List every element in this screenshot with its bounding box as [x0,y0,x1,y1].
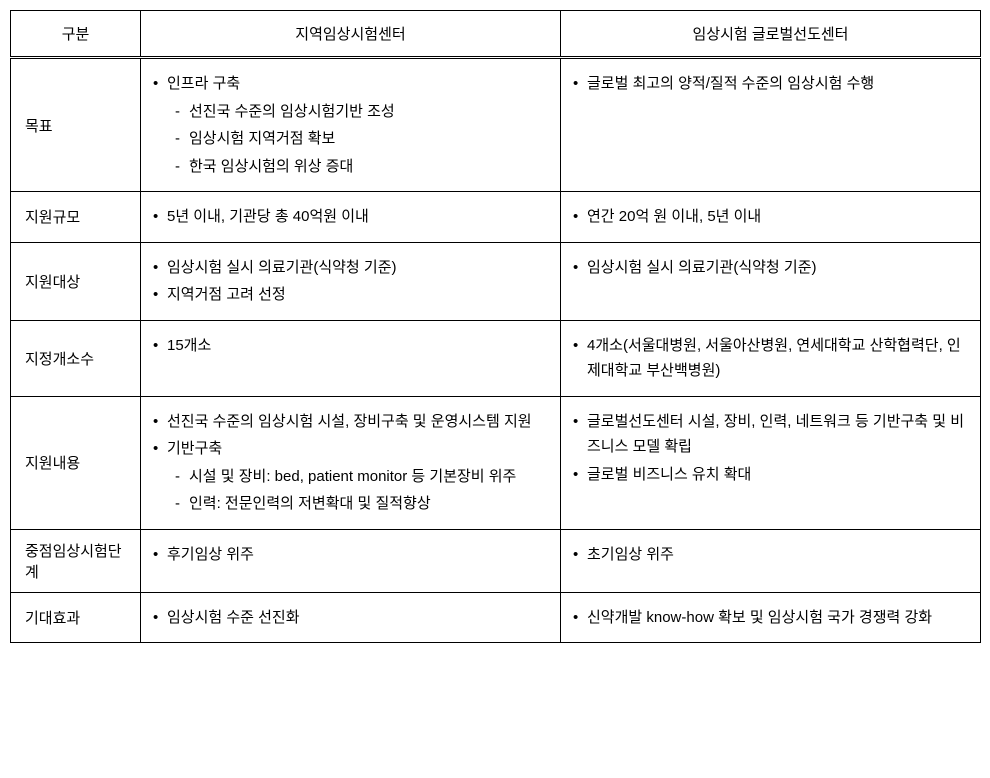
bullet-list: 임상시험 수준 선진화 [153,605,548,631]
bullet-list: 인프라 구축선진국 수준의 임상시험기반 조성임상시험 지역거점 확보한국 임상… [153,71,548,179]
cell-regional: 후기임상 위주 [141,529,561,592]
table-row: 지원내용선진국 수준의 임상시험 시설, 장비구축 및 운영시스템 지원기반구축… [11,396,981,529]
bullet-list: 5년 이내, 기관당 총 40억원 이내 [153,204,548,230]
list-item: 4개소(서울대병원, 서울아산병원, 연세대학교 산학협력단, 인제대학교 부산… [573,333,968,384]
list-item: 초기임상 위주 [573,542,968,568]
list-item: 글로벌 최고의 양적/질적 수준의 임상시험 수행 [573,71,968,97]
cell-global: 글로벌선도센터 시설, 장비, 인력, 네트워크 등 기반구축 및 비즈니스 모… [561,396,981,529]
bullet-list: 4개소(서울대병원, 서울아산병원, 연세대학교 산학협력단, 인제대학교 부산… [573,333,968,384]
list-item: 5년 이내, 기관당 총 40억원 이내 [153,204,548,230]
list-item: 신약개발 know-how 확보 및 임상시험 국가 경쟁력 강화 [573,605,968,631]
row-label: 지정개소수 [11,320,141,396]
table-row: 지정개소수 15개소 4개소(서울대병원, 서울아산병원, 연세대학교 산학협력단,… [11,320,981,396]
bullet-list: 글로벌선도센터 시설, 장비, 인력, 네트워크 등 기반구축 및 비즈니스 모… [573,409,968,488]
list-item: 인프라 구축선진국 수준의 임상시험기반 조성임상시험 지역거점 확보한국 임상… [153,71,548,179]
sub-list-item: 인력: 전문인력의 저변확대 및 질적향상 [175,491,548,517]
list-item: 임상시험 수준 선진화 [153,605,548,631]
table-row: 목표인프라 구축선진국 수준의 임상시험기반 조성임상시험 지역거점 확보한국 … [11,58,981,192]
header-category: 구분 [11,11,141,58]
list-item: 지역거점 고려 선정 [153,282,548,308]
bullet-list: 15개소 [153,333,548,359]
cell-regional: 인프라 구축선진국 수준의 임상시험기반 조성임상시험 지역거점 확보한국 임상… [141,58,561,192]
bullet-list: 신약개발 know-how 확보 및 임상시험 국가 경쟁력 강화 [573,605,968,631]
bullet-list: 선진국 수준의 임상시험 시설, 장비구축 및 운영시스템 지원기반구축시설 및… [153,409,548,517]
cell-regional: 임상시험 실시 의료기관(식약청 기준)지역거점 고려 선정 [141,242,561,320]
cell-global: 글로벌 최고의 양적/질적 수준의 임상시험 수행 [561,58,981,192]
table-row: 지원대상임상시험 실시 의료기관(식약청 기준)지역거점 고려 선정임상시험 실… [11,242,981,320]
bullet-list: 후기임상 위주 [153,542,548,568]
list-item: 글로벌선도센터 시설, 장비, 인력, 네트워크 등 기반구축 및 비즈니스 모… [573,409,968,460]
list-item: 글로벌 비즈니스 유치 확대 [573,462,968,488]
cell-global: 초기임상 위주 [561,529,981,592]
sub-list-item: 선진국 수준의 임상시험기반 조성 [175,99,548,125]
row-label: 지원내용 [11,396,141,529]
cell-global: 4개소(서울대병원, 서울아산병원, 연세대학교 산학협력단, 인제대학교 부산… [561,320,981,396]
bullet-list: 임상시험 실시 의료기관(식약청 기준) [573,255,968,281]
cell-regional: 5년 이내, 기관당 총 40억원 이내 [141,192,561,243]
comparison-table: 구분 지역임상시험센터 임상시험 글로벌선도센터 목표인프라 구축선진국 수준의… [10,10,981,643]
list-item: 임상시험 실시 의료기관(식약청 기준) [153,255,548,281]
table-row: 기대효과 임상시험 수준 선진화 신약개발 know-how 확보 및 임상시험 국… [11,592,981,643]
list-item: 임상시험 실시 의료기관(식약청 기준) [573,255,968,281]
row-label: 기대효과 [11,592,141,643]
sub-list-item: 한국 임상시험의 위상 증대 [175,154,548,180]
row-label: 목표 [11,58,141,192]
sub-list-item: 시설 및 장비: bed, patient monitor 등 기본장비 위주 [175,464,548,490]
cell-global: 신약개발 know-how 확보 및 임상시험 국가 경쟁력 강화 [561,592,981,643]
table-row: 지원규모 5년 이내, 기관당 총 40억원 이내 연간 20억 원 이내, 5년 … [11,192,981,243]
list-item: 15개소 [153,333,548,359]
header-regional: 지역임상시험센터 [141,11,561,58]
row-label: 지원대상 [11,242,141,320]
cell-global: 연간 20억 원 이내, 5년 이내 [561,192,981,243]
cell-regional: 선진국 수준의 임상시험 시설, 장비구축 및 운영시스템 지원기반구축시설 및… [141,396,561,529]
bullet-list: 글로벌 최고의 양적/질적 수준의 임상시험 수행 [573,71,968,97]
table-row: 중점임상시험단계 후기임상 위주 초기임상 위주 [11,529,981,592]
row-label: 지원규모 [11,192,141,243]
list-item: 기반구축시설 및 장비: bed, patient monitor 등 기본장비… [153,436,548,517]
table-header: 구분 지역임상시험센터 임상시험 글로벌선도센터 [11,11,981,58]
sub-list: 시설 및 장비: bed, patient monitor 등 기본장비 위주인… [167,464,548,517]
bullet-list: 임상시험 실시 의료기관(식약청 기준)지역거점 고려 선정 [153,255,548,308]
sub-list-item: 임상시험 지역거점 확보 [175,126,548,152]
cell-regional: 임상시험 수준 선진화 [141,592,561,643]
list-item: 연간 20억 원 이내, 5년 이내 [573,204,968,230]
bullet-list: 초기임상 위주 [573,542,968,568]
list-item: 선진국 수준의 임상시험 시설, 장비구축 및 운영시스템 지원 [153,409,548,435]
list-item: 후기임상 위주 [153,542,548,568]
bullet-list: 연간 20억 원 이내, 5년 이내 [573,204,968,230]
table-body: 목표인프라 구축선진국 수준의 임상시험기반 조성임상시험 지역거점 확보한국 … [11,58,981,643]
sub-list: 선진국 수준의 임상시험기반 조성임상시험 지역거점 확보한국 임상시험의 위상… [167,99,548,180]
row-label: 중점임상시험단계 [11,529,141,592]
header-global: 임상시험 글로벌선도센터 [561,11,981,58]
cell-regional: 15개소 [141,320,561,396]
cell-global: 임상시험 실시 의료기관(식약청 기준) [561,242,981,320]
